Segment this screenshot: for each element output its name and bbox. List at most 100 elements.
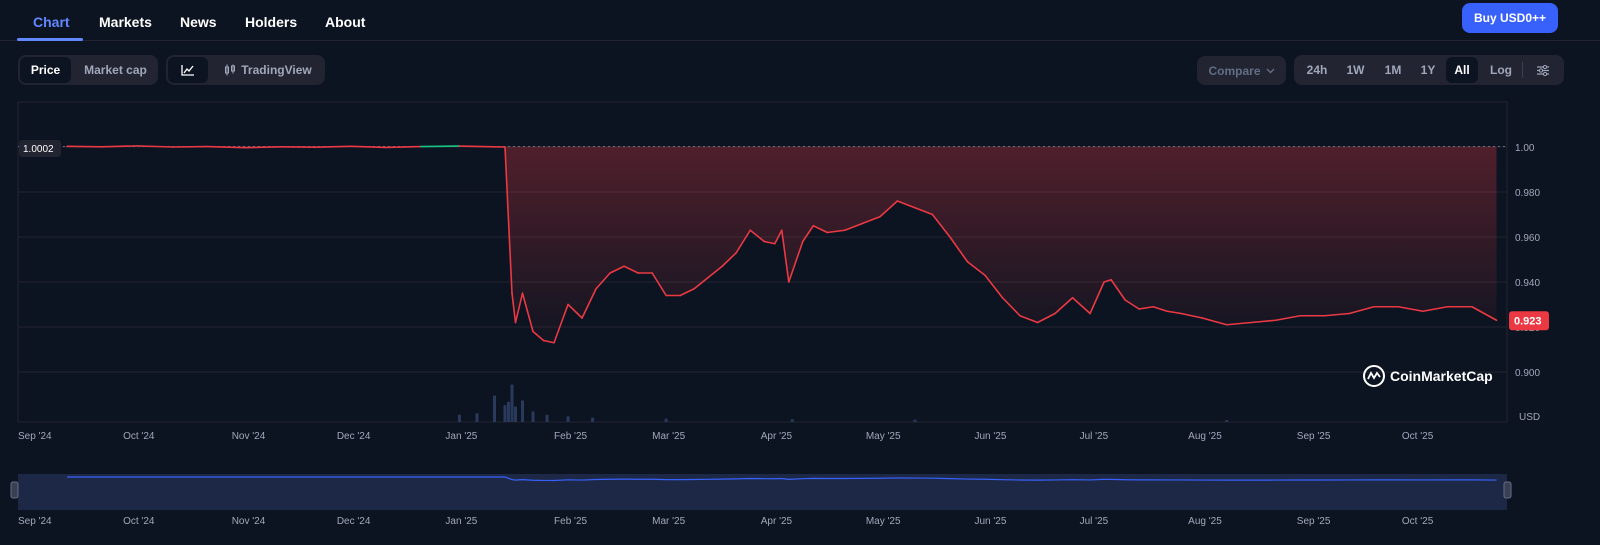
price-line-segment: [787, 240, 804, 283]
navigator-x-tick-label: Apr '25: [761, 516, 793, 527]
price-line-segment: [844, 222, 864, 232]
price-line-segment: [1019, 314, 1039, 324]
price-line-segment: [567, 303, 583, 319]
volume-bar: [913, 419, 917, 422]
price-line-segment: [514, 292, 524, 324]
price-line-segment: [693, 276, 709, 290]
price-line-segment: [1225, 321, 1253, 326]
last-price-badge: [1509, 311, 1549, 331]
price-button[interactable]: Price: [20, 57, 71, 83]
log-scale-button[interactable]: Log: [1490, 63, 1512, 77]
price-line-segment: [385, 145, 422, 149]
navigator-x-tick-label: Sep '25: [1297, 516, 1331, 527]
price-line-segment: [780, 229, 790, 283]
price-line-segment: [721, 251, 738, 268]
tradingview-button[interactable]: TradingView: [214, 57, 322, 83]
x-axis: Sep '24 Sep '24 Oct '24 Oct '24 Nov '24 Nov '…: [18, 431, 1434, 527]
chart-type-toggle: TradingView: [166, 55, 325, 85]
volume-bar: [566, 416, 570, 422]
tab-holders[interactable]: Holders: [245, 14, 298, 30]
x-tick-label: Feb '25: [554, 431, 587, 442]
navigator-handle-right[interactable]: [1503, 481, 1512, 499]
compare-dropdown[interactable]: Compare: [1197, 56, 1286, 85]
price-line-segment: [350, 145, 387, 149]
price-line-segment: [966, 260, 986, 277]
navigator-x-tick-label: Feb '25: [554, 516, 587, 527]
price-line-segment: [1348, 305, 1375, 315]
price-line-segment: [763, 240, 776, 245]
tradingview-label: TradingView: [241, 63, 312, 77]
price-line-segment: [581, 287, 597, 319]
price-line-segment: [914, 206, 934, 216]
navigator-x-tick-label: Jan '25: [445, 516, 477, 527]
tab-news[interactable]: News: [180, 14, 217, 30]
price-line-segment: [609, 265, 625, 274]
price-line-segment: [1166, 310, 1182, 315]
volume-bars: [457, 384, 1229, 422]
y-tick-label: 0.900: [1515, 368, 1540, 379]
navigator-handle-left[interactable]: [10, 481, 19, 499]
volume-bar: [510, 384, 514, 422]
price-line: [18, 145, 1507, 344]
candlestick-icon: [225, 64, 236, 76]
price-line-segment: [1250, 319, 1277, 324]
navigator-x-tick-label: Sep '24: [18, 516, 52, 527]
y-tick-label: 0.980: [1515, 188, 1540, 199]
price-line-segment: [735, 229, 752, 254]
price-line-segment: [623, 265, 639, 274]
price-line-segment: [1124, 299, 1140, 310]
x-tick-label: Sep '24: [18, 431, 52, 442]
navigator-x-tick-label: May '25: [866, 516, 901, 527]
price-line-segment: [801, 224, 815, 243]
tab-markets[interactable]: Markets: [99, 14, 152, 30]
price-line-segment: [1071, 296, 1091, 315]
price-line-segment: [812, 224, 829, 234]
chart-settings-button[interactable]: [1526, 57, 1560, 83]
market-cap-button[interactable]: Market cap: [84, 63, 147, 77]
line-chart-button[interactable]: [168, 57, 208, 83]
volume-bar: [521, 400, 525, 422]
price-line-segment: [651, 272, 667, 297]
price-line-segment: [1397, 305, 1424, 313]
range-all-button[interactable]: All: [1446, 57, 1478, 83]
range-1m-button[interactable]: 1M: [1384, 63, 1402, 77]
y-tick-label: 0.960: [1515, 233, 1540, 244]
line-chart-icon: [181, 65, 194, 76]
price-line-segment: [532, 330, 545, 342]
price-line-segment: [773, 229, 783, 245]
x-tick-label: Apr '25: [761, 431, 793, 442]
price-labels: 1.0002 0.923: [19, 140, 1549, 331]
buy-button[interactable]: Buy USD0++: [1462, 3, 1558, 33]
volume-bar: [506, 401, 510, 422]
x-tick-label: Aug '25: [1188, 431, 1222, 442]
coinmarketcap-watermark: CoinMarketCap: [1362, 364, 1493, 388]
range-24h-button[interactable]: 24h: [1306, 63, 1328, 77]
last-price-label: 0.923: [1514, 315, 1542, 327]
price-line-segment: [206, 145, 247, 149]
range-1w-button[interactable]: 1W: [1346, 63, 1365, 77]
navigator-x-tick-label: Jun '25: [974, 516, 1006, 527]
y-axis-unit-label: USD: [1519, 412, 1540, 423]
navigator-x-tick-label: Oct '24: [123, 516, 155, 527]
coinmarketcap-logo-icon: [1363, 365, 1385, 387]
x-tick-label: Jul '25: [1080, 431, 1109, 442]
price-line-segment: [244, 145, 282, 149]
navigator-window: [18, 474, 1507, 510]
x-tick-label: Oct '24: [123, 431, 155, 442]
volume-bar: [591, 417, 595, 422]
price-line-segment: [1180, 312, 1203, 319]
price-line-segment: [931, 213, 951, 238]
metric-toggle: Price Market cap: [18, 55, 158, 85]
tab-about[interactable]: About: [325, 14, 366, 30]
range-navigator: [10, 474, 1512, 510]
tab-chart[interactable]: Chart: [33, 14, 70, 30]
range-1y-button[interactable]: 1Y: [1420, 63, 1436, 77]
navigator-x-tick-label: Nov '24: [232, 516, 266, 527]
volume-bar: [1225, 420, 1229, 422]
watermark-text: CoinMarketCap: [1390, 368, 1493, 384]
price-line-segment: [984, 274, 1004, 299]
price-line-segment: [1054, 296, 1074, 315]
price-line-segment: [1274, 314, 1302, 322]
